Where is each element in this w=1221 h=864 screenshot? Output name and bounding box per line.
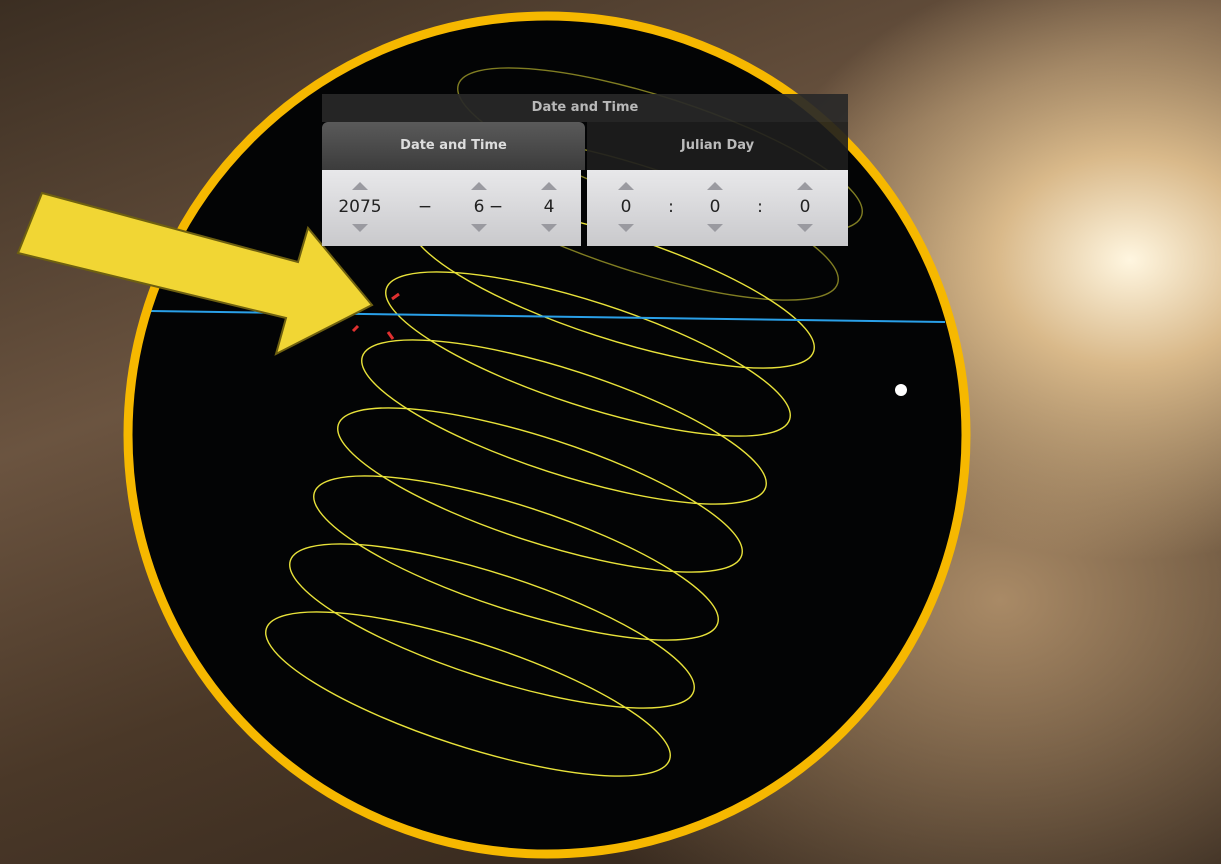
time-panel: 0 : 0 : 0 — [587, 170, 848, 246]
separator: : — [661, 197, 681, 217]
tab[interactable]: Julian Day — [587, 122, 848, 170]
date-panel: 2075 − 6 − 4 — [322, 170, 581, 246]
tab[interactable]: Date and Time — [322, 122, 585, 170]
separator: − — [486, 197, 506, 217]
year-spinbox[interactable]: 2075 — [330, 170, 390, 246]
hour-spinbox[interactable]: 0 — [596, 170, 656, 246]
separator: : — [750, 197, 770, 217]
separator: − — [415, 197, 435, 217]
window-title: Date and Time — [322, 94, 848, 122]
minute-spinbox[interactable]: 0 — [685, 170, 745, 246]
minute-value: 0 — [685, 197, 745, 217]
page: Date and Time Date and Time Julian Day 2… — [0, 0, 1221, 864]
date-time-dialog: Date and Time Date and Time Julian Day 2… — [322, 94, 848, 246]
star — [895, 384, 907, 396]
second-value: 0 — [775, 197, 835, 217]
second-spinbox[interactable]: 0 — [775, 170, 835, 246]
day-value: 4 — [519, 197, 579, 217]
year-value: 2075 — [330, 197, 390, 217]
day-spinbox[interactable]: 4 — [519, 170, 579, 246]
hour-value: 0 — [596, 197, 656, 217]
